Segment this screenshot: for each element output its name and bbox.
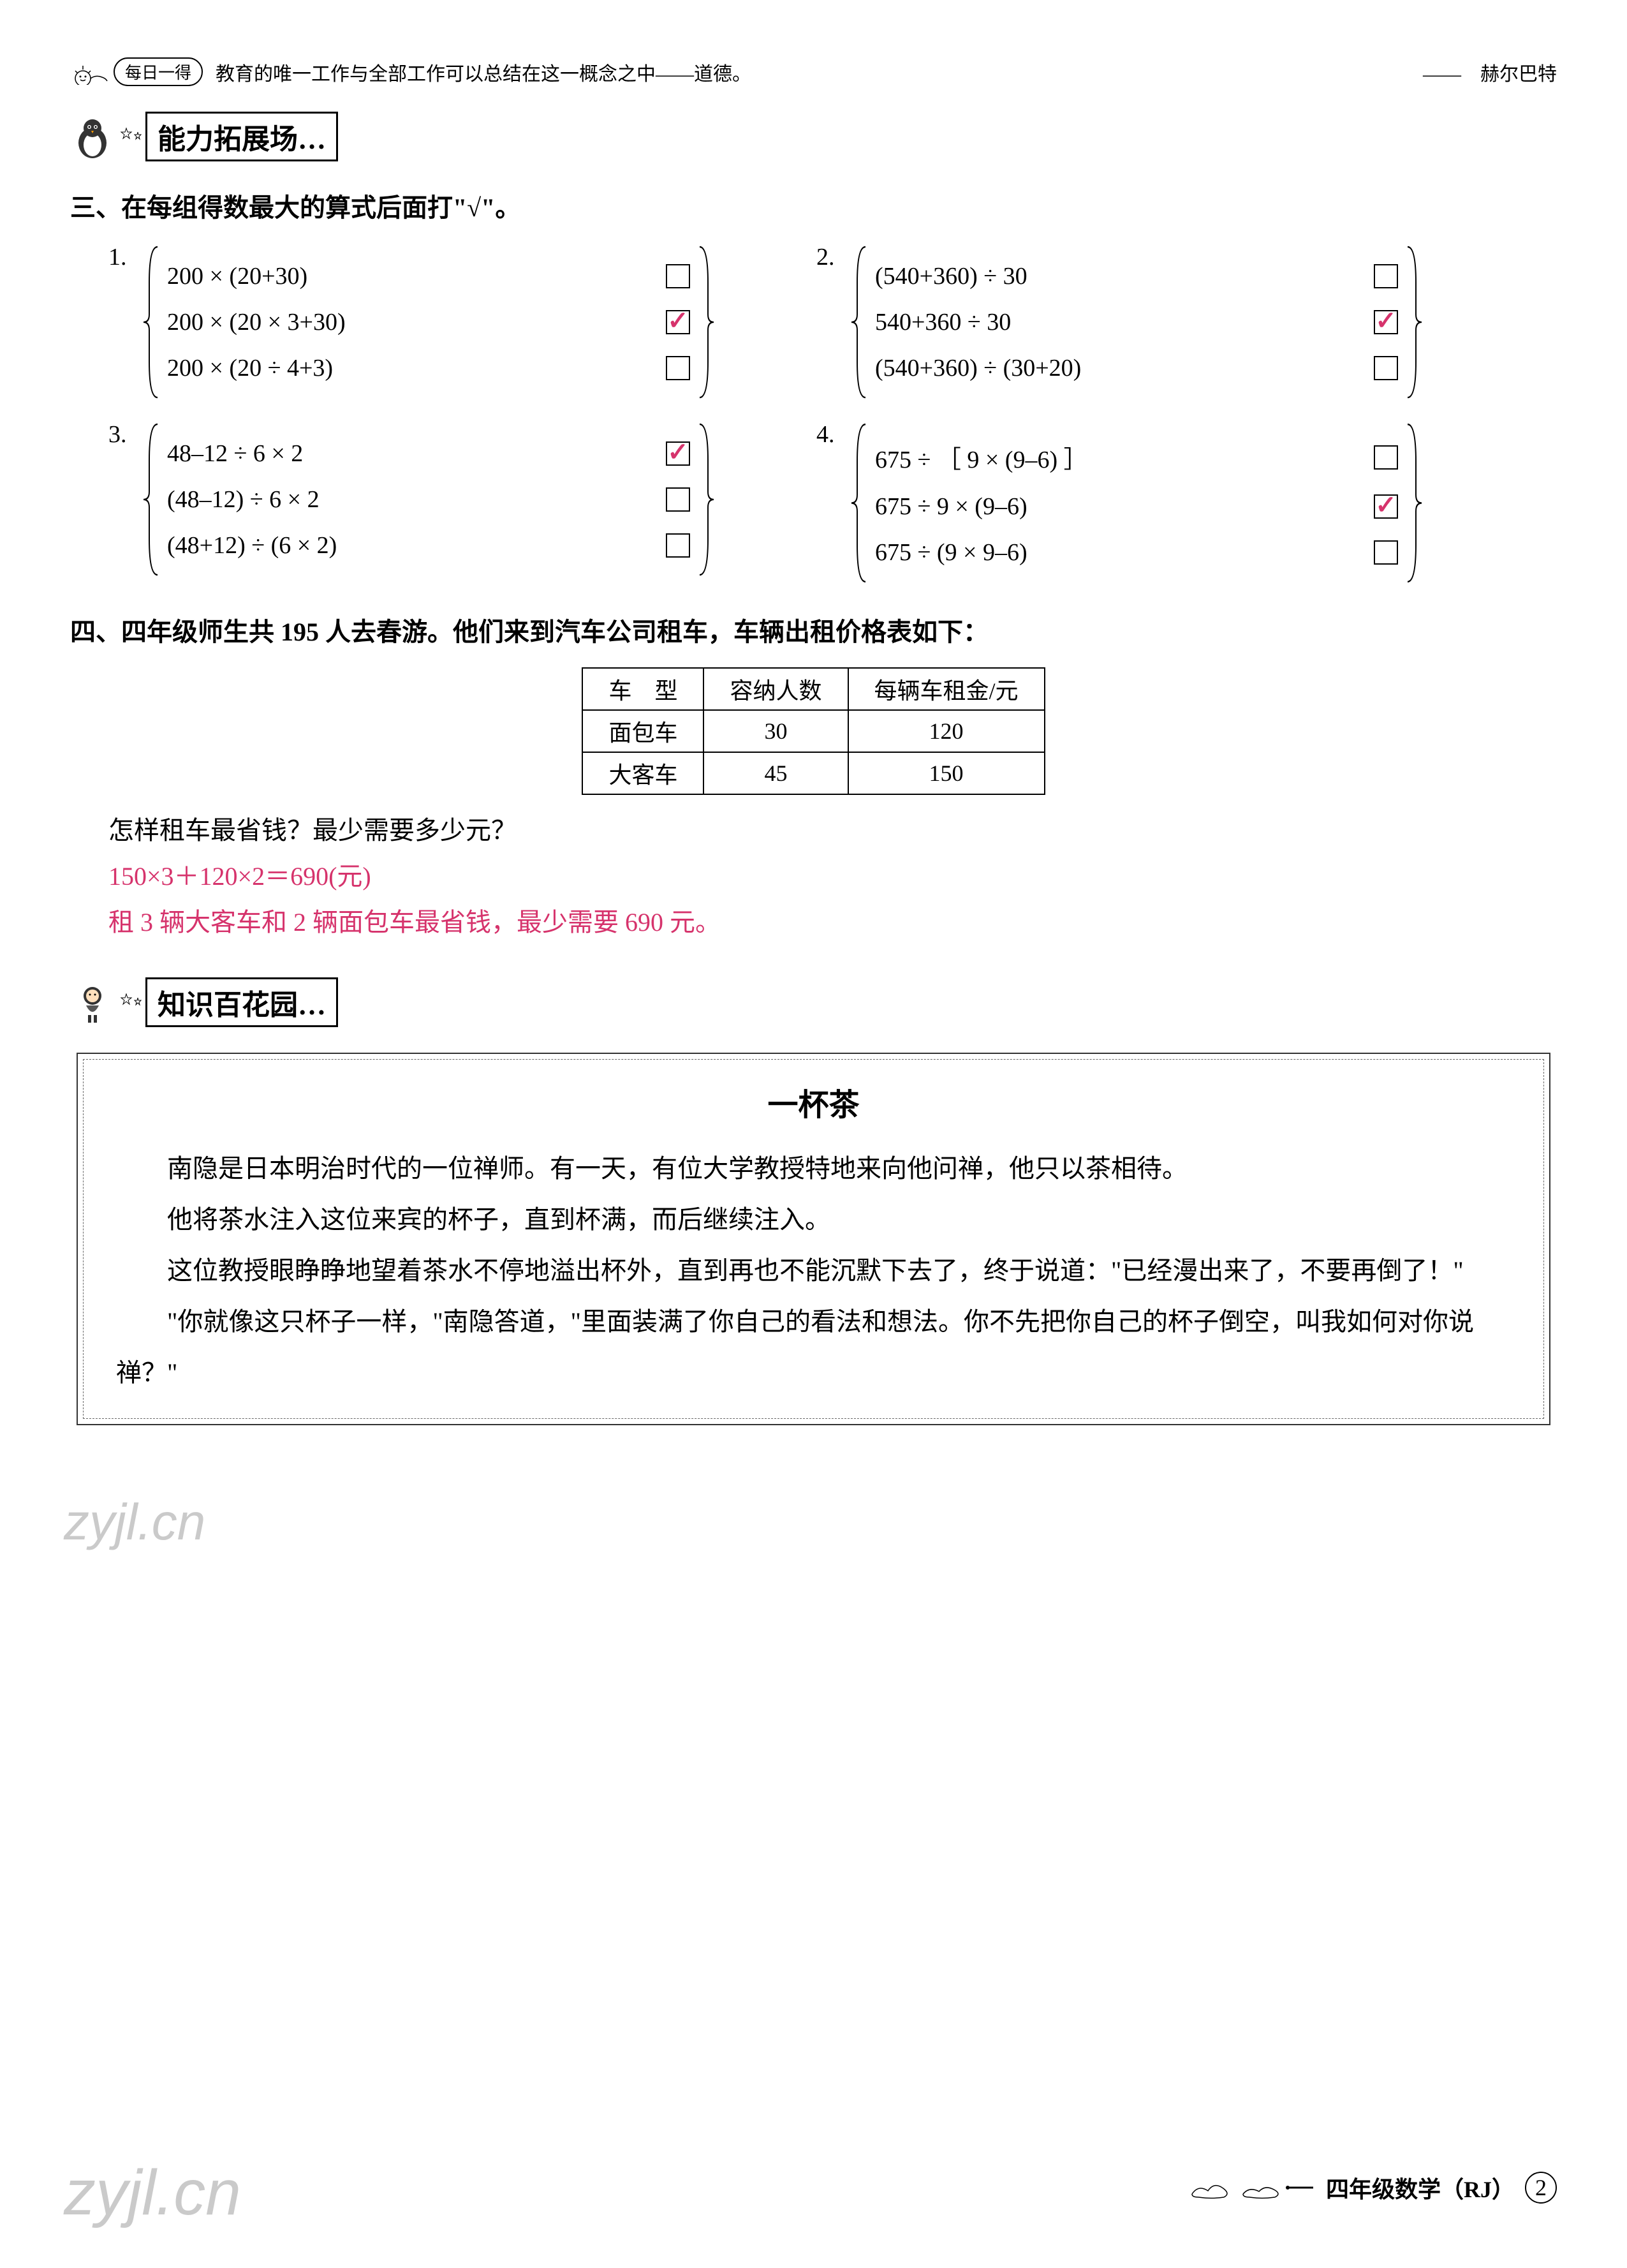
story-body: 南隐是日本明治时代的一位禅师。有一天，有位大学教授特地来向他问禅，他只以茶相待。… (116, 1143, 1511, 1398)
expression-text: (48–12) ÷ 6 × 2 (167, 485, 666, 514)
checkbox[interactable] (1374, 356, 1398, 380)
table-cell: 面包车 (582, 710, 703, 752)
story-paragraph: 这位教授眼睁睁地望着茶水不停地溢出杯外，直到再也不能沉默下去了，终于说道："已经… (116, 1245, 1511, 1296)
checkmark-icon: ✓ (1375, 308, 1397, 334)
bracket-box: (540+360) ÷ 30 540+360 ÷ 30 ✓ (540+360) … (850, 243, 1424, 401)
checkbox[interactable] (1374, 445, 1398, 470)
section3-title: 三、在每组得数最大的算式后面打"√"。 (70, 187, 1557, 224)
expression-text: 675 ÷ ［ 9 × (9–6) ］ (875, 440, 1374, 475)
checkbox[interactable] (666, 264, 690, 288)
section4-title: 四、四年级师生共 195 人去春游。他们来到汽车公司租车，车辆出租价格表如下： (70, 611, 1557, 648)
sun-icon (70, 59, 108, 85)
story-paragraph: 他将茶水注入这位来宾的杯子，直到杯满，而后继续注入。 (116, 1194, 1511, 1245)
expression-row: 48–12 ÷ 6 × 2 ✓ (167, 431, 690, 477)
story-paragraph: 南隐是日本明治时代的一位禅师。有一天，有位大学教授特地来向他问禅，他只以茶相待。 (116, 1143, 1511, 1194)
problem-block: 4. 675 ÷ ［ 9 × (9–6) ］ 675 ÷ 9 × (9–6) ✓… (816, 420, 1492, 586)
checkmark-icon: ✓ (667, 440, 689, 465)
watermark: zyjl.cn (64, 2156, 241, 2230)
checkmark-icon: ✓ (667, 308, 689, 334)
cloud-deco-icon (1186, 2175, 1313, 2200)
quote-text: 教育的唯一工作与全部工作可以总结在这一概念之中——道德。 (216, 58, 1397, 86)
expression-row: (48–12) ÷ 6 × 2 (167, 477, 690, 523)
expression-row: 675 ÷ ［ 9 × (9–6) ］ (875, 431, 1398, 484)
story-title: 一杯茶 (116, 1079, 1511, 1124)
story-paragraph: "你就像这只杯子一样，"南隐答道，"里面装满了你自己的看法和想法。你不先把你自己… (116, 1296, 1511, 1398)
expression-row: 675 ÷ 9 × (9–6) ✓ (875, 484, 1398, 530)
footer-subject: 四年级数学（RJ） (1326, 2171, 1515, 2204)
expression-row: 200 × (20 × 3+30) ✓ (167, 299, 690, 345)
section-banner-ability: 能力拓展场… (70, 112, 1557, 161)
problem-number: 3. (108, 420, 134, 448)
expression-text: 540+360 ÷ 30 (875, 308, 1374, 336)
quote-author: —— 赫尔巴特 (1423, 58, 1557, 86)
expression-text: 200 × (20 × 3+30) (167, 308, 666, 336)
table-cell: 150 (848, 752, 1045, 794)
expression-text: 675 ÷ (9 × 9–6) (875, 538, 1374, 567)
expression-text: (540+360) ÷ (30+20) (875, 354, 1374, 382)
checkbox[interactable]: ✓ (666, 310, 690, 334)
stars-icon (120, 127, 145, 146)
question-text: 怎样租车最省钱？最少需要多少元？ (70, 808, 1557, 854)
expression-row: (540+360) ÷ 30 (875, 253, 1398, 299)
table-header-cell: 容纳人数 (703, 668, 848, 710)
expression-row: 200 × (20 ÷ 4+3) (167, 345, 690, 391)
answer-line-1: 150×3＋120×2＝690(元) (70, 854, 1557, 900)
watermark: zyjl.cn (64, 1493, 205, 1552)
table-cell: 大客车 (582, 752, 703, 794)
character-icon (70, 980, 115, 1025)
page-header: 每日一得 教育的唯一工作与全部工作可以总结在这一概念之中——道德。 —— 赫尔巴… (70, 57, 1557, 86)
table-row: 面包车30120 (582, 710, 1044, 752)
checkbox[interactable]: ✓ (1374, 494, 1398, 519)
banner-text-knowledge: 知识百花园… (145, 977, 338, 1027)
checkmark-icon: ✓ (1375, 493, 1397, 518)
checkbox[interactable] (1374, 264, 1398, 288)
stars-icon-2 (120, 993, 145, 1012)
checkbox[interactable] (666, 356, 690, 380)
table-header-cell: 车 型 (582, 668, 703, 710)
answer-line-2: 租 3 辆大客车和 2 辆面包车最省钱，最少需要 690 元。 (70, 900, 1557, 945)
problem-number: 2. (816, 243, 842, 271)
checkbox[interactable] (1374, 540, 1398, 565)
table-cell: 120 (848, 710, 1045, 752)
daily-badge: 每日一得 (114, 57, 203, 86)
expression-row: 675 ÷ (9 × 9–6) (875, 530, 1398, 575)
expression-row: 200 × (20+30) (167, 253, 690, 299)
table-header-cell: 每辆车租金/元 (848, 668, 1045, 710)
table-row: 大客车45150 (582, 752, 1044, 794)
expression-row: (48+12) ÷ (6 × 2) (167, 523, 690, 568)
checkbox[interactable] (666, 533, 690, 558)
checkbox[interactable]: ✓ (666, 441, 690, 466)
expression-text: 200 × (20 ÷ 4+3) (167, 354, 666, 382)
problem-block: 1. 200 × (20+30) 200 × (20 × 3+30) ✓ 200… (108, 243, 784, 401)
table-body: 面包车30120大客车45150 (582, 710, 1044, 794)
problems-grid: 1. 200 × (20+30) 200 × (20 × 3+30) ✓ 200… (70, 243, 1557, 586)
expression-text: (48+12) ÷ (6 × 2) (167, 531, 666, 560)
expression-text: 48–12 ÷ 6 × 2 (167, 440, 666, 468)
banner-text-ability: 能力拓展场… (145, 112, 338, 161)
problem-number: 1. (108, 243, 134, 271)
problem-block: 2. (540+360) ÷ 30 540+360 ÷ 30 ✓ (540+36… (816, 243, 1492, 401)
expression-text: 675 ÷ 9 × (9–6) (875, 493, 1374, 521)
expression-row: 540+360 ÷ 30 ✓ (875, 299, 1398, 345)
checkbox[interactable] (666, 487, 690, 512)
expression-text: 200 × (20+30) (167, 262, 666, 290)
page-number: 2 (1525, 2172, 1557, 2204)
section-banner-knowledge: 知识百花园… (70, 977, 1557, 1027)
problem-number: 4. (816, 420, 842, 448)
story-box: 一杯茶 南隐是日本明治时代的一位禅师。有一天，有位大学教授特地来向他问禅，他只以… (77, 1053, 1550, 1425)
expression-text: (540+360) ÷ 30 (875, 262, 1374, 290)
table-header-row: 车 型容纳人数每辆车租金/元 (582, 668, 1044, 710)
page-footer: 四年级数学（RJ） 2 (1186, 2171, 1557, 2204)
problem-block: 3. 48–12 ÷ 6 × 2 ✓ (48–12) ÷ 6 × 2 (48+1… (108, 420, 784, 586)
table-cell: 45 (703, 752, 848, 794)
expression-row: (540+360) ÷ (30+20) (875, 345, 1398, 391)
table-cell: 30 (703, 710, 848, 752)
price-table: 车 型容纳人数每辆车租金/元 面包车30120大客车45150 (582, 667, 1045, 795)
bracket-box: 675 ÷ ［ 9 × (9–6) ］ 675 ÷ 9 × (9–6) ✓ 67… (850, 420, 1424, 586)
checkbox[interactable]: ✓ (1374, 310, 1398, 334)
penguin-icon (70, 114, 115, 159)
bracket-box: 200 × (20+30) 200 × (20 × 3+30) ✓ 200 × … (142, 243, 716, 401)
bracket-box: 48–12 ÷ 6 × 2 ✓ (48–12) ÷ 6 × 2 (48+12) … (142, 420, 716, 579)
